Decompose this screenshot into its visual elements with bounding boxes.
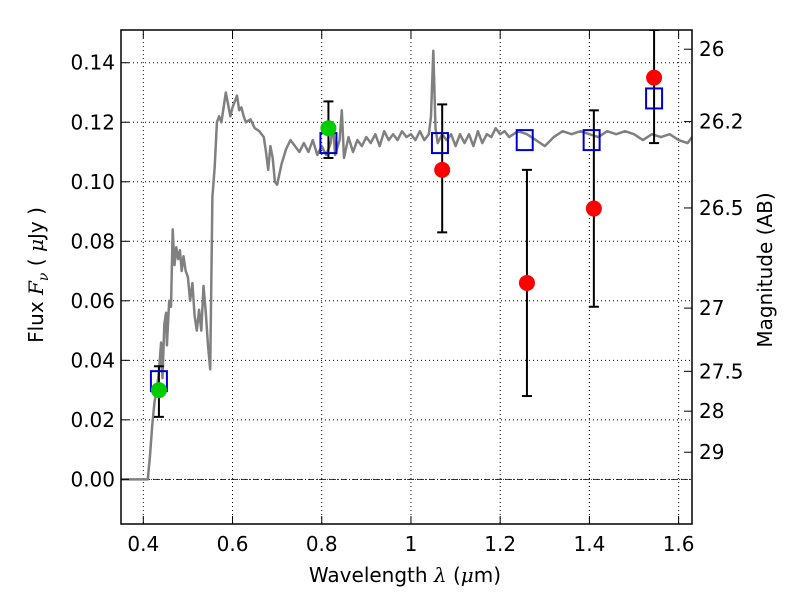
y-tick-label: 0.06 [70,289,115,313]
plot-area [121,30,692,481]
x-axis-label: Wavelength λ (μm) [309,563,501,587]
x-tick-label: 0.6 [217,532,249,556]
mag-tick-label: 27.5 [699,359,744,383]
mag-tick-label: 29 [699,440,724,464]
detections-point [150,382,167,399]
measured-fluxes-point [585,200,602,217]
x-tick-label: 1 [405,532,418,556]
axes: 0.4 0.6 0.8 1 1.2 1.4 1.6 0.00 0.02 0.04 0.06 0.08 0… [70,29,744,556]
grid [121,30,692,524]
y-tick-label: 0.14 [70,51,115,75]
model-square [582,129,601,152]
mag-tick-label: 26.5 [699,196,744,220]
y-tick-label: 0.10 [70,170,115,194]
y-axis-label: Flux Fν ( μJy ) [24,207,52,343]
x-tick-label: 1.2 [484,532,516,556]
x-tick-label: 1.4 [573,532,605,556]
x-tick-label: 0.8 [306,532,338,556]
model-square [645,87,664,110]
y-tick-label: 0.08 [70,229,115,253]
mag-tick-label: 26 [699,37,724,61]
right-axis-label: Magnitude (AB) [753,192,777,347]
spectrum-line [121,49,692,481]
measured-fluxes-point [646,69,663,86]
y-tick-label: 0.02 [70,408,115,432]
y-tick-label: 0.04 [70,348,115,372]
y-tick-label: 0.12 [70,110,115,134]
measured-fluxes-point [434,161,451,178]
plot-series [121,30,692,481]
measured-fluxes-point [518,274,535,291]
y-tick-label: 0.00 [70,467,115,491]
x-tick-label: 0.4 [127,532,159,556]
detections-point [320,120,337,137]
model-square [515,129,534,152]
mag-tick-label: 26.2 [699,110,744,134]
x-tick-label: 1.6 [663,532,695,556]
plot-frame [120,29,693,525]
model-square [430,132,449,155]
mag-tick-label: 28 [699,399,724,423]
mag-tick-label: 27 [699,296,724,320]
